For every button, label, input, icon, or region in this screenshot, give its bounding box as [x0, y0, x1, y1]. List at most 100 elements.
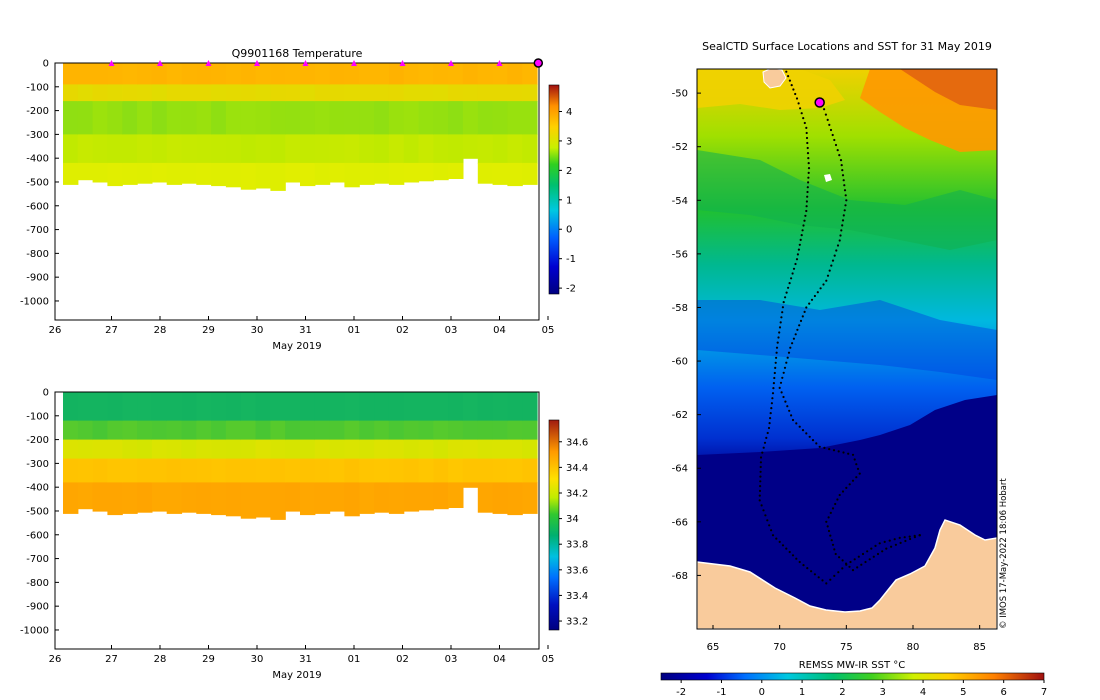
section-cell [314, 392, 331, 422]
section-cell [448, 63, 464, 85]
section-cell [240, 162, 257, 190]
section-cell [181, 392, 197, 422]
track-point [775, 537, 778, 540]
section-cell [211, 439, 227, 460]
track-point [855, 463, 858, 466]
section-cell [137, 63, 153, 85]
track-point [801, 429, 805, 432]
track-point [849, 560, 852, 564]
section-cell [122, 101, 138, 135]
section-cell [374, 134, 390, 164]
salinity-colorbar-tick-label: 34.2 [566, 488, 588, 499]
section-cell [462, 420, 479, 441]
salinity-y-ticks: 0 -100 -200 -300 -400 -500 -600 -700 -800 -900 -10… [20, 388, 59, 636]
track-point [841, 559, 844, 562]
track-point [785, 361, 788, 364]
track-point [908, 535, 911, 538]
map-panel: SealCTD Surface Locations and SST for 31… [660, 40, 1047, 698]
salinity-colorbar-tick-label: 33.4 [566, 591, 588, 602]
track-point [855, 476, 858, 479]
section-cell [270, 84, 286, 102]
section-cell [418, 482, 434, 511]
track-point [781, 311, 784, 314]
track-point [851, 569, 855, 572]
track-point [807, 176, 810, 179]
map-lon-tick-label: 75 [840, 642, 853, 653]
track-point [788, 550, 791, 554]
section-cell [374, 458, 390, 483]
section-cell [77, 482, 94, 510]
section-cell [492, 162, 508, 185]
section-cell [196, 392, 212, 422]
track-point [784, 296, 787, 299]
section-cell [462, 482, 479, 488]
sst-colorbar-tick-label: 2 [839, 687, 845, 698]
map-lat-tick-label: -56 [672, 249, 688, 260]
section-cell [270, 63, 286, 85]
section-cell [477, 162, 494, 184]
section-cell [374, 84, 390, 102]
section-cell [314, 63, 331, 85]
section-cell [507, 458, 523, 483]
section-cell [181, 101, 197, 135]
track-point [776, 341, 779, 344]
salinity-x-tick-label: 02 [396, 654, 409, 665]
section-cell [77, 392, 94, 422]
section-cell [196, 101, 212, 135]
section-cell [270, 101, 286, 135]
salinity-x-tick-label: 04 [493, 654, 506, 665]
track-point [805, 200, 809, 203]
section-cell [63, 439, 79, 460]
track-point [858, 472, 861, 475]
track-point [798, 425, 801, 428]
section-cell [329, 458, 345, 483]
track-point [874, 544, 877, 548]
section-cell [270, 420, 286, 441]
track-point [851, 453, 855, 456]
track-point [847, 452, 850, 455]
track-point [797, 248, 801, 251]
section-cell [492, 420, 508, 441]
section-cell [137, 439, 153, 460]
track-point [759, 470, 762, 473]
track-point [759, 480, 762, 483]
salinity-y-tick-label: -400 [26, 483, 49, 494]
profile-marker [157, 60, 163, 66]
section-cell [418, 134, 434, 164]
section-cell [448, 439, 464, 460]
track-point [760, 504, 763, 507]
track-point [853, 558, 856, 561]
salinity-x-ticks: 26 27 28 29 30 31 01 02 03 04 05 [49, 645, 554, 665]
track-point [775, 351, 778, 354]
temperature-x-tick-label: 01 [348, 325, 361, 336]
track-point [782, 371, 785, 374]
track-point [791, 554, 795, 557]
section-cell [359, 84, 375, 102]
salinity-y-tick-label: -900 [26, 602, 49, 613]
track-point [778, 540, 781, 544]
section-cell [507, 84, 523, 102]
section-cell [374, 420, 390, 441]
track-point [864, 560, 867, 564]
section-cell [270, 439, 286, 460]
track-point [888, 539, 891, 542]
section-cell [166, 63, 183, 85]
section-cell [211, 134, 227, 164]
track-point [759, 475, 762, 478]
track-point [807, 181, 810, 184]
map-lat-tick-label: -60 [672, 357, 688, 368]
track-point [851, 479, 855, 482]
track-point [762, 446, 765, 449]
sst-colorbar-tick-label: -2 [676, 687, 686, 698]
track-point [807, 157, 810, 160]
section-cell [403, 101, 420, 135]
section-cell [270, 458, 286, 483]
track-point [904, 539, 907, 543]
sst-colorbar-ticks: -2 -1 0 1 2 3 4 5 6 7 [676, 680, 1047, 698]
track-point [844, 204, 847, 207]
section-cell [462, 84, 479, 102]
section-cell [122, 134, 138, 164]
track-point [791, 418, 795, 422]
track-point [805, 136, 809, 140]
track-point [761, 451, 764, 454]
